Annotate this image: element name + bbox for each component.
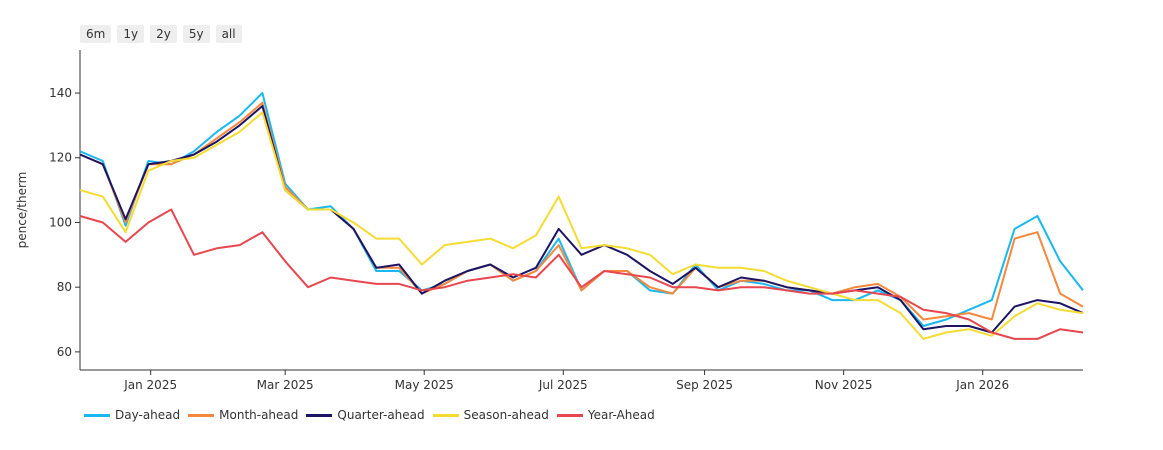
legend: Day-ahead Month-ahead Quarter-ahead Season-… bbox=[84, 408, 655, 422]
legend-label: Month-ahead bbox=[219, 408, 299, 422]
x-tick-label: Nov 2025 bbox=[815, 378, 873, 392]
range-1y-button[interactable]: 1y bbox=[117, 25, 145, 43]
range-selector: 6m 1y 2y 5y all bbox=[80, 25, 242, 43]
y-tick-label: 80 bbox=[57, 280, 72, 294]
x-tick-label: Sep 2025 bbox=[676, 378, 733, 392]
series-line-year-ahead[interactable] bbox=[79, 208, 1084, 340]
y-tick-label: 60 bbox=[57, 345, 72, 359]
x-tick-label: Mar 2025 bbox=[257, 378, 314, 392]
legend-label: Season-ahead bbox=[463, 408, 549, 422]
legend-swatch bbox=[432, 413, 459, 417]
x-tick-label: Jul 2025 bbox=[538, 378, 588, 392]
legend-swatch bbox=[306, 413, 333, 417]
legend-item[interactable]: Month-ahead bbox=[188, 408, 298, 422]
range-2y-button[interactable]: 2y bbox=[150, 25, 177, 43]
x-tick-label: Jan 2025 bbox=[123, 378, 177, 392]
legend-swatch bbox=[556, 413, 583, 417]
x-tick-label: May 2025 bbox=[395, 378, 454, 392]
range-all-button[interactable]: all bbox=[215, 25, 242, 43]
y-tick-label: 120 bbox=[49, 151, 72, 165]
series-line-season-ahead[interactable] bbox=[79, 111, 1084, 340]
series-line-quarter-ahead[interactable] bbox=[79, 105, 1084, 334]
legend-item[interactable]: Day-ahead bbox=[84, 408, 180, 422]
y-tick-label: 100 bbox=[49, 215, 72, 229]
y-axis-label: pence/therm bbox=[15, 172, 29, 249]
series-line-month-ahead[interactable] bbox=[79, 101, 1084, 321]
legend-item[interactable]: Quarter-ahead bbox=[306, 408, 425, 422]
legend-item[interactable]: Year-Ahead bbox=[556, 408, 655, 422]
y-tick-label: 140 bbox=[49, 86, 72, 100]
range-5y-button[interactable]: 5y bbox=[182, 25, 210, 43]
legend-label: Day-ahead bbox=[115, 408, 181, 422]
x-tick-label: Jan 2026 bbox=[955, 378, 1009, 392]
legend-item[interactable]: Season-ahead bbox=[432, 408, 549, 422]
legend-swatch bbox=[188, 413, 215, 417]
legend-swatch bbox=[84, 413, 110, 417]
legend-label: Year-Ahead bbox=[587, 408, 655, 422]
range-6m-button[interactable]: 6m bbox=[80, 25, 112, 43]
legend-label: Quarter-ahead bbox=[337, 408, 425, 422]
